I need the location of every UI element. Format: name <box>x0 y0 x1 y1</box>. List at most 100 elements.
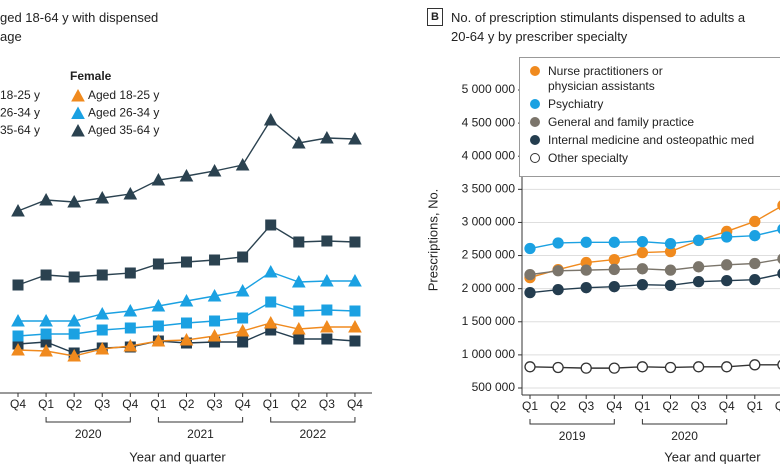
legend-marker <box>530 135 540 145</box>
marker <box>608 263 620 276</box>
marker <box>749 274 761 286</box>
marker <box>580 264 592 276</box>
marker <box>124 322 136 334</box>
x-tick-label: Q3 <box>578 399 594 413</box>
marker <box>293 333 305 345</box>
group-label: 2022 <box>299 427 326 441</box>
marker <box>320 130 334 144</box>
marker <box>209 315 221 327</box>
marker <box>209 254 221 266</box>
x-tick-label: Q2 <box>66 397 82 411</box>
marker <box>265 219 277 231</box>
legend-marker <box>530 117 540 127</box>
marker <box>348 319 362 333</box>
marker <box>664 264 677 276</box>
x-tick-label: Q3 <box>319 397 335 411</box>
marker <box>40 328 52 340</box>
x-tick-label: Q1 <box>747 399 763 413</box>
group-label: 2020 <box>671 429 698 443</box>
legend: Nurse practitioners or physician assista… <box>519 57 780 177</box>
legend-entry: Nurse practitioners or physician assista… <box>530 64 780 94</box>
y-tick-label: 4 500 000 <box>462 115 516 129</box>
marker <box>721 231 733 243</box>
group-bracket <box>157 417 244 423</box>
panel-label: B <box>427 8 443 26</box>
marker <box>151 298 166 312</box>
series-line <box>529 206 780 279</box>
marker <box>124 267 136 279</box>
marker <box>39 192 53 206</box>
marker <box>777 200 780 211</box>
group-label: 2019 <box>559 429 586 443</box>
marker <box>777 268 780 279</box>
marker <box>263 264 278 278</box>
marker <box>151 333 166 347</box>
marker <box>263 315 278 329</box>
marker <box>636 246 649 259</box>
marker <box>40 269 52 281</box>
marker <box>692 261 705 273</box>
marker <box>68 271 80 283</box>
marker <box>152 258 164 270</box>
marker <box>552 361 564 374</box>
marker <box>664 361 677 374</box>
marker <box>265 296 277 308</box>
x-tick-label: Q2 <box>662 399 678 413</box>
marker <box>777 224 780 234</box>
marker <box>524 242 536 255</box>
legend-entry: Internal medicine and osteopathic med <box>530 133 780 148</box>
marker <box>721 361 733 373</box>
marker <box>348 131 362 145</box>
marker <box>321 304 333 316</box>
marker <box>235 283 250 297</box>
y-tick-label: 3 000 000 <box>462 215 516 229</box>
marker <box>67 348 82 362</box>
marker <box>237 312 249 324</box>
marker <box>721 259 733 271</box>
marker <box>321 333 333 345</box>
marker <box>293 305 305 317</box>
series-line <box>17 118 355 212</box>
marker <box>96 324 108 336</box>
marker <box>237 336 249 348</box>
y-tick-label: 500 000 <box>472 380 516 394</box>
marker <box>552 237 564 249</box>
x-tick-label: Q2 <box>291 397 307 411</box>
series-line <box>529 273 780 294</box>
legend-title: Female <box>70 69 112 83</box>
x-tick-label: Q2 <box>775 399 780 413</box>
legend-label: 18-25 y <box>0 88 40 102</box>
marker <box>235 323 250 337</box>
legend-marker <box>530 66 540 76</box>
x-tick-label: Q4 <box>122 397 138 411</box>
marker <box>237 251 249 263</box>
marker <box>524 286 536 299</box>
x-tick-label: Q4 <box>235 397 251 411</box>
marker <box>320 273 334 287</box>
marker <box>349 335 361 347</box>
marker <box>636 235 649 248</box>
x-tick-label: Q4 <box>719 399 735 413</box>
marker <box>636 361 649 373</box>
marker <box>12 330 24 342</box>
marker <box>123 186 138 200</box>
legend-marker <box>530 153 540 163</box>
group-bracket <box>270 417 356 423</box>
group-bracket <box>641 419 728 425</box>
x-tick-label: Q1 <box>38 397 54 411</box>
marker <box>151 172 166 186</box>
marker <box>95 306 110 320</box>
x-axis-label: Year and quarter <box>664 449 761 464</box>
x-tick-label: Q4 <box>10 397 26 411</box>
marker <box>749 359 761 371</box>
marker <box>11 203 25 217</box>
marker <box>608 281 620 293</box>
legend-label: Internal medicine and osteopathic med <box>548 133 755 147</box>
series-line <box>17 224 355 286</box>
marker <box>580 362 592 374</box>
marker <box>580 236 592 248</box>
marker <box>321 235 333 247</box>
marker <box>320 319 334 333</box>
marker <box>39 343 53 357</box>
